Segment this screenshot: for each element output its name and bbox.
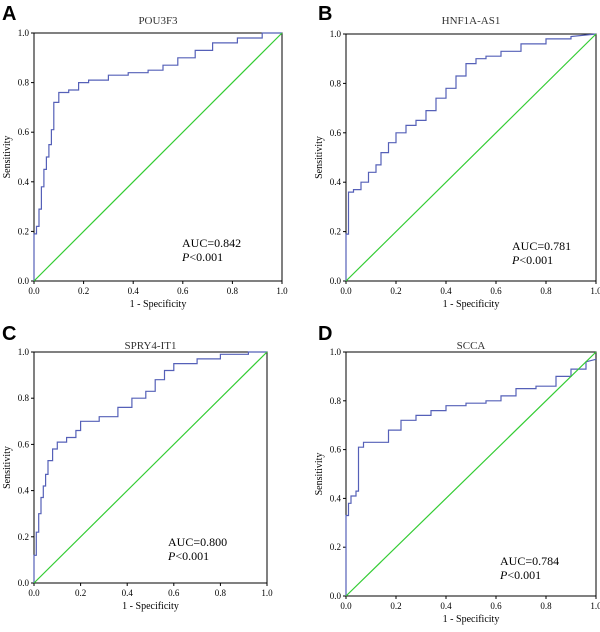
y-axis-label: Sensitivity bbox=[314, 453, 325, 496]
y-tick-label: 0.6 bbox=[330, 128, 342, 138]
roc-curve bbox=[33, 351, 267, 583]
panel-letter: A bbox=[2, 3, 16, 25]
y-tick-label: 0.8 bbox=[330, 396, 342, 406]
roc-curve bbox=[33, 32, 282, 281]
x-tick-label: 0.6 bbox=[490, 286, 502, 296]
y-tick-label: 0.0 bbox=[18, 578, 30, 588]
plot-frame bbox=[345, 33, 597, 282]
x-tick-label: 0.6 bbox=[177, 286, 189, 296]
panel-letter: D bbox=[318, 323, 332, 345]
p-value-text: <0.001 bbox=[507, 568, 541, 582]
roc-panel-b: B HNF1A-AS1 0.0 0.2 0.4 0.6 0.8 1.0 0.0 0.2 0.4 0.6… bbox=[314, 3, 600, 310]
p-symbol: P bbox=[499, 568, 508, 582]
reference-diagonal-line bbox=[345, 33, 597, 282]
y-tick-label: 0.4 bbox=[18, 177, 30, 187]
reference-diagonal-line bbox=[33, 32, 283, 282]
x-tick-label: 0.2 bbox=[390, 286, 401, 296]
y-tick-label: 1.0 bbox=[330, 29, 342, 39]
y-tick-label: 0.2 bbox=[330, 542, 341, 552]
x-tick-label: 0.0 bbox=[340, 601, 352, 611]
x-axis-label: 1 - Specificity bbox=[130, 299, 187, 310]
x-tick-label: 1.0 bbox=[261, 588, 273, 598]
x-tick-label: 0.8 bbox=[540, 286, 552, 296]
chart-title: SCCA bbox=[457, 340, 486, 352]
x-tick-label: 0.0 bbox=[340, 286, 352, 296]
auc-annotation: AUC=0.781 bbox=[512, 239, 571, 253]
p-value-text: <0.001 bbox=[189, 250, 223, 264]
x-tick-label: 0.0 bbox=[28, 286, 40, 296]
y-tick-label: 0.8 bbox=[18, 393, 30, 403]
x-tick-label: 0.8 bbox=[540, 601, 552, 611]
y-tick-label: 0.6 bbox=[18, 127, 30, 137]
roc-panel-c: C SPRY4-IT1 0.0 0.2 0.4 0.6 0.8 1.0 0.0 0.2 0.4 0.6… bbox=[2, 323, 273, 612]
y-axis-label: Sensitivity bbox=[314, 136, 325, 179]
x-tick-label: 1.0 bbox=[590, 286, 600, 296]
auc-annotation: AUC=0.842 bbox=[182, 236, 241, 250]
x-tick-label: 0.2 bbox=[390, 601, 401, 611]
y-axis-label: Sensitivity bbox=[2, 136, 13, 179]
p-value-annotation: P<0.001 bbox=[499, 568, 541, 582]
x-tick-label: 0.4 bbox=[128, 286, 140, 296]
auc-annotation: AUC=0.784 bbox=[500, 554, 559, 568]
p-value-text: <0.001 bbox=[175, 549, 209, 563]
panel-letter: B bbox=[318, 3, 332, 25]
y-tick-label: 0.8 bbox=[330, 78, 342, 88]
x-tick-label: 1.0 bbox=[590, 601, 600, 611]
y-tick-label: 0.6 bbox=[18, 439, 30, 449]
chart-title: POU3F3 bbox=[138, 15, 178, 27]
x-tick-label: 0.4 bbox=[122, 588, 134, 598]
y-tick-label: 0.2 bbox=[330, 227, 341, 237]
reference-diagonal-line bbox=[33, 351, 268, 584]
y-tick-label: 0.2 bbox=[18, 532, 29, 542]
x-tick-label: 0.2 bbox=[78, 286, 89, 296]
plot-frame bbox=[345, 351, 597, 597]
x-tick-label: 0.6 bbox=[168, 588, 180, 598]
y-tick-label: 0.4 bbox=[18, 486, 30, 496]
y-tick-label: 0.0 bbox=[330, 591, 342, 601]
x-tick-label: 0.8 bbox=[215, 588, 227, 598]
roc-panel-d: D SCCA 0.0 0.2 0.4 0.6 0.8 1.0 0.0 0.2 0.4 0.6 0.8 1.… bbox=[314, 323, 600, 625]
y-tick-label: 0.4 bbox=[330, 493, 342, 503]
roc-panel-a: A POU3F3 0.0 0.2 0.4 0.6 0.8 1.0 0.0 0.2 0.4 0.6 0.8… bbox=[2, 3, 288, 310]
plot-frame bbox=[33, 351, 268, 584]
p-symbol: P bbox=[511, 253, 520, 267]
plot-frame bbox=[33, 32, 283, 282]
auc-annotation: AUC=0.800 bbox=[168, 535, 227, 549]
x-tick-label: 0.8 bbox=[227, 286, 239, 296]
p-value-annotation: P<0.001 bbox=[511, 253, 553, 267]
y-tick-label: 0.0 bbox=[330, 276, 342, 286]
chart-title: HNF1A-AS1 bbox=[442, 15, 501, 27]
y-tick-label: 0.4 bbox=[330, 177, 342, 187]
x-tick-label: 1.0 bbox=[276, 286, 288, 296]
y-tick-label: 1.0 bbox=[18, 347, 30, 357]
x-axis-label: 1 - Specificity bbox=[443, 614, 500, 625]
p-symbol: P bbox=[181, 250, 190, 264]
chart-title: SPRY4-IT1 bbox=[125, 340, 177, 352]
y-tick-label: 0.2 bbox=[18, 226, 29, 236]
roc-curve bbox=[345, 33, 597, 281]
x-tick-label: 0.0 bbox=[28, 588, 40, 598]
p-value-annotation: P<0.001 bbox=[181, 250, 223, 264]
x-tick-label: 0.2 bbox=[75, 588, 86, 598]
y-axis-label: Sensitivity bbox=[2, 446, 13, 489]
p-value-annotation: P<0.001 bbox=[167, 549, 209, 563]
x-tick-label: 0.4 bbox=[440, 286, 452, 296]
y-tick-label: 0.8 bbox=[18, 78, 30, 88]
y-tick-label: 0.6 bbox=[330, 445, 342, 455]
x-axis-label: 1 - Specificity bbox=[443, 299, 500, 310]
p-symbol: P bbox=[167, 549, 176, 563]
y-tick-label: 1.0 bbox=[18, 28, 30, 38]
y-tick-label: 0.0 bbox=[18, 276, 30, 286]
x-axis-label: 1 - Specificity bbox=[122, 601, 179, 612]
panel-letter: C bbox=[2, 323, 16, 345]
p-value-text: <0.001 bbox=[519, 253, 553, 267]
x-tick-label: 0.6 bbox=[490, 601, 502, 611]
roc-curve bbox=[345, 358, 597, 596]
y-tick-label: 1.0 bbox=[330, 347, 342, 357]
reference-diagonal-line bbox=[345, 351, 597, 597]
x-tick-label: 0.4 bbox=[440, 601, 452, 611]
